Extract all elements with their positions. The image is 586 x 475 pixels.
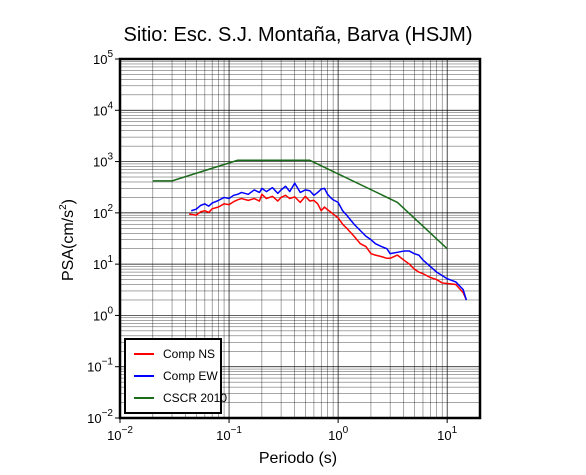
x-tick-labels: 10−2 10−1 100 101 <box>107 418 458 443</box>
legend-label: Comp NS <box>163 347 215 361</box>
x-tick-label: 10−2 <box>107 425 133 443</box>
y-tick-labels: 10−2 10−1 100 101 102 103 104 105 <box>87 49 120 426</box>
y-tick-label: 10−2 <box>87 408 113 426</box>
x-tick-label: 10−1 <box>216 425 242 443</box>
chart-title: Sitio: Esc. S.J. Montaña, Barva (HSJM) <box>124 24 473 46</box>
legend-label: Comp EW <box>163 369 218 383</box>
y-tick-label: 104 <box>93 100 113 118</box>
plot-series <box>152 159 468 301</box>
y-tick-label: 101 <box>93 254 113 272</box>
y-tick-label: 102 <box>93 203 113 221</box>
x-tick-label: 100 <box>328 425 348 443</box>
series-line-2 <box>191 182 468 301</box>
legend: Comp NS Comp EW CSCR 2010 <box>124 338 227 414</box>
y-tick-label: 100 <box>93 305 113 323</box>
y-axis-label: PSA(cm/s2) <box>58 199 77 281</box>
plot-grid <box>119 58 481 419</box>
series-line-1 <box>188 193 468 301</box>
y-tick-label: 10−1 <box>87 357 113 375</box>
plot-frame <box>118 57 482 420</box>
x-axis-label: Periodo (s) <box>259 450 337 467</box>
y-tick-label: 105 <box>93 49 113 67</box>
x-tick-label: 101 <box>437 425 457 443</box>
y-tick-label: 103 <box>93 152 113 170</box>
legend-label: CSCR 2010 <box>163 391 227 405</box>
series-line-3 <box>152 159 448 250</box>
